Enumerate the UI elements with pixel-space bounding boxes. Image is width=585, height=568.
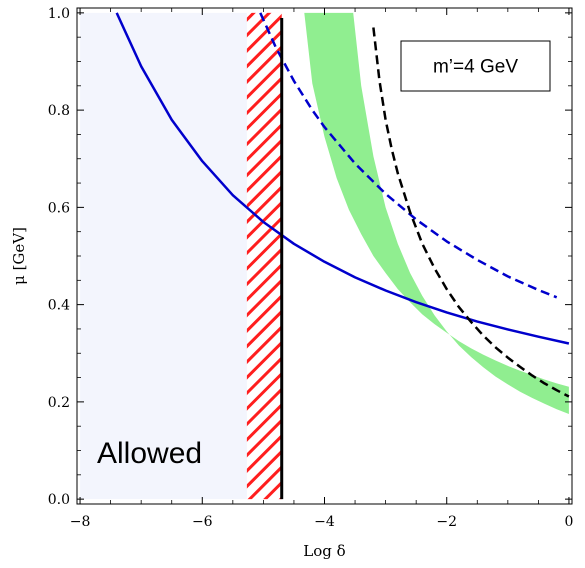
hatched-region	[246, 12, 282, 500]
x-tick-label: −2	[436, 514, 457, 530]
y-tick-label: 0.2	[48, 395, 70, 411]
y-tick-label: 0.8	[48, 103, 70, 119]
x-tick-label: −4	[314, 514, 335, 530]
mass-annotation: m’=4 GeV	[433, 57, 518, 78]
y-tick-label: 1.0	[48, 6, 70, 22]
x-tick-label: 0	[564, 514, 573, 530]
y-tick-label: 0.6	[48, 200, 70, 216]
x-axis-label: Log δ	[303, 542, 345, 560]
black-dashed-curve	[372, 27, 570, 398]
mass-annotation-box	[400, 40, 551, 92]
x-tick-label: −8	[70, 514, 91, 530]
green-band	[304, 12, 569, 415]
series-group	[115, 12, 570, 398]
blue-dashed-curve	[259, 12, 558, 299]
allowed-label: Allowed	[97, 437, 202, 470]
x-tick-label: −6	[192, 514, 213, 530]
y-axis-label: μ [GeV]	[10, 227, 28, 285]
blue-solid-curve	[115, 12, 570, 345]
y-tick-label: 0.0	[48, 492, 70, 508]
axis-ticks: −8 −6 −4 −2 0 0.0 0.2 0.4 0.6 0.8 1.0	[48, 6, 574, 530]
y-tick-label: 0.4	[48, 298, 70, 314]
